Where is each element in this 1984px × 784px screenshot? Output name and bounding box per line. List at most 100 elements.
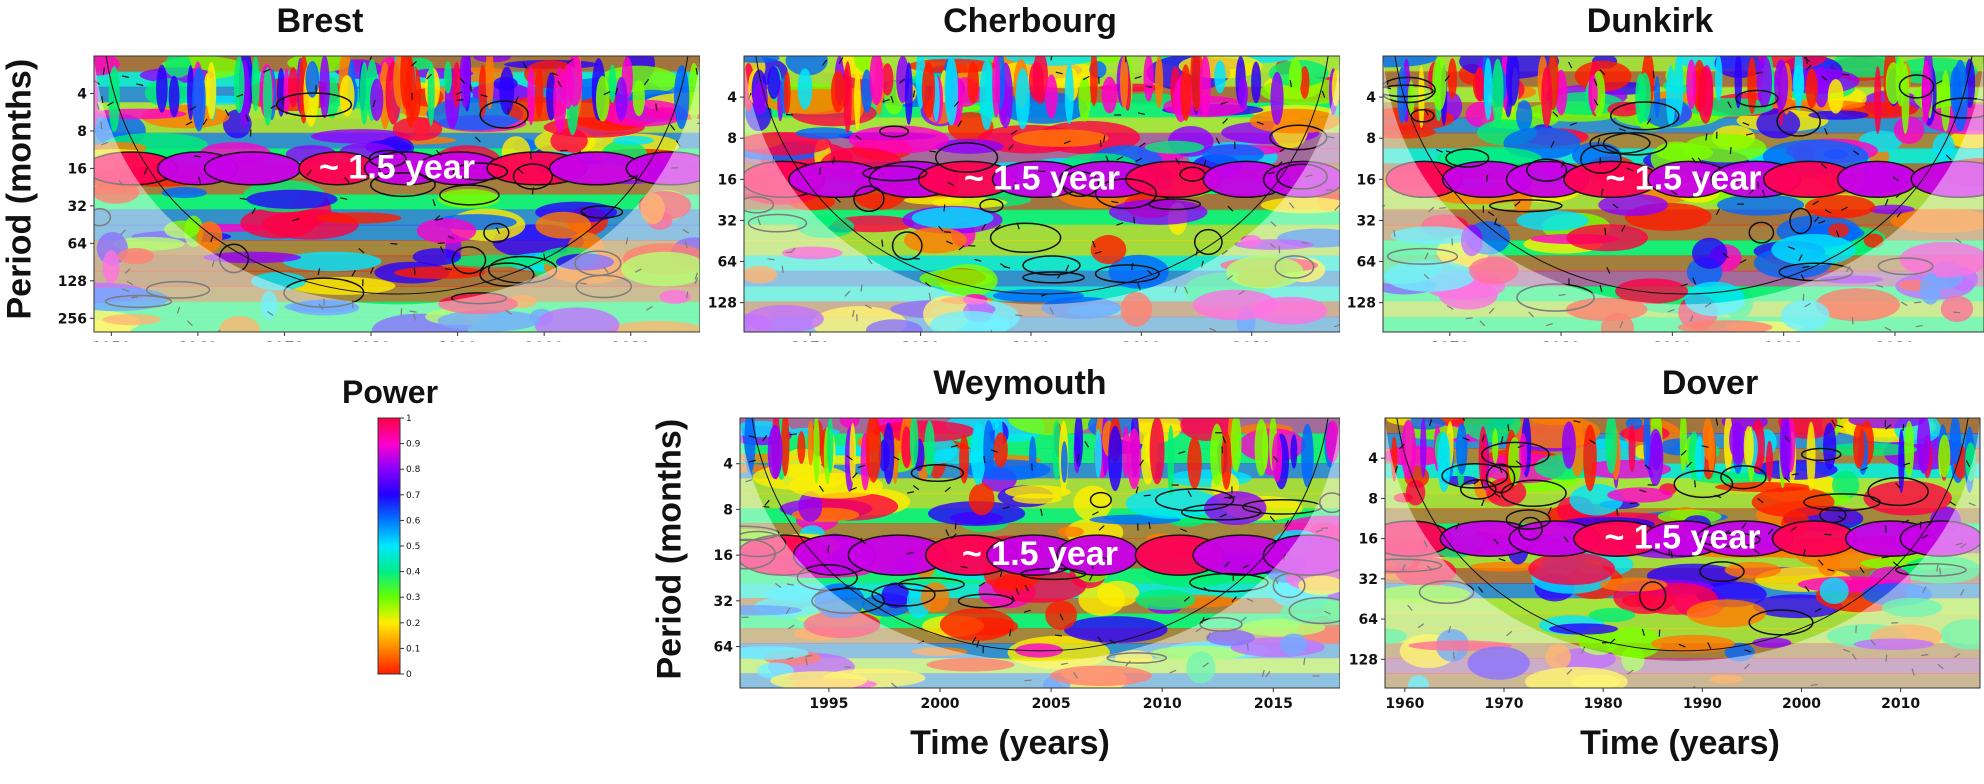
phase-arrow xyxy=(1487,211,1495,217)
heatmap-flame xyxy=(979,60,994,131)
phase-arrow xyxy=(1282,553,1287,561)
heatmap-flame xyxy=(1588,74,1598,112)
phase-arrow xyxy=(1059,613,1064,621)
phase-arrow xyxy=(1507,424,1510,432)
phase-arrow xyxy=(907,491,915,494)
phase-arrow xyxy=(1569,122,1577,126)
phase-arrow xyxy=(1852,150,1860,156)
heatmap-flame xyxy=(1904,420,1915,478)
phase-arrow xyxy=(1394,465,1399,473)
x-tick-label: 2005 xyxy=(1032,696,1071,712)
phase-arrow xyxy=(1231,596,1237,603)
phase-arrow xyxy=(1269,515,1276,522)
significance-contour xyxy=(451,246,487,275)
heatmap-flame xyxy=(1221,431,1232,490)
heatmap-blob xyxy=(1808,110,1869,120)
phase-arrow xyxy=(1629,502,1637,505)
heatmap-flame xyxy=(881,63,894,96)
phase-arrow xyxy=(805,654,813,658)
cone-of-influence-line xyxy=(1394,56,1973,295)
phase-arrow xyxy=(1448,626,1452,634)
heatmap-flame xyxy=(632,79,646,117)
phase-arrow xyxy=(121,75,129,79)
heatmap-flame xyxy=(909,418,919,467)
phase-arrow xyxy=(239,197,247,200)
phase-arrow xyxy=(1265,671,1271,678)
heatmap-blob xyxy=(1932,133,1955,161)
x-tick-label: 2000 xyxy=(1764,340,1803,342)
heatmap-blob xyxy=(1108,254,1169,289)
heatmap-flame xyxy=(156,64,168,113)
significance-contour xyxy=(1089,491,1112,509)
phase-arrow xyxy=(1876,284,1884,288)
heatmap-flame xyxy=(767,65,781,100)
phase-arrow xyxy=(1220,101,1228,105)
phase-arrow xyxy=(1953,311,1961,314)
significance-contour xyxy=(862,165,928,182)
phase-arrow xyxy=(1814,607,1822,613)
phase-arrow xyxy=(1902,423,1905,431)
x-tick-label: 2010 xyxy=(1881,696,1920,712)
heatmap-band xyxy=(744,255,1340,272)
phase-arrow xyxy=(1135,157,1143,162)
heatmap-flame xyxy=(1180,64,1192,121)
heatmap-flame xyxy=(843,61,852,134)
colorbar-tick-label: 0.2 xyxy=(406,619,420,629)
phase-arrow xyxy=(1493,538,1499,545)
phase-arrow xyxy=(574,151,582,156)
heatmap-flame xyxy=(1885,62,1902,105)
phase-arrow xyxy=(1384,86,1392,90)
y-tick-label: 128 xyxy=(58,274,87,290)
phase-arrow xyxy=(917,640,925,645)
heatmap-flame xyxy=(1734,56,1743,109)
phase-arrow xyxy=(694,272,698,280)
phase-arrow xyxy=(1715,418,1719,426)
significance-contour xyxy=(796,564,858,592)
phase-arrow xyxy=(646,305,653,311)
heatmap-flame xyxy=(1094,428,1102,478)
heatmap-blob xyxy=(1385,628,1407,645)
heatmap-blob xyxy=(1383,260,1476,292)
phase-arrow xyxy=(224,109,230,117)
phase-arrow xyxy=(1076,454,1080,462)
phase-arrow xyxy=(1423,540,1428,548)
significance-contour xyxy=(1189,572,1269,593)
heatmap-blob xyxy=(1408,675,1429,688)
phase-arrow xyxy=(351,269,356,277)
phase-arrow xyxy=(747,92,752,100)
heatmap-flame xyxy=(1707,426,1716,474)
heatmap-blob xyxy=(1049,665,1152,687)
phase-arrow xyxy=(757,218,761,226)
heatmap-blob xyxy=(1607,101,1641,117)
heatmap-flame xyxy=(1028,61,1044,101)
significance-contour xyxy=(1410,109,1435,123)
phase-arrow xyxy=(818,167,822,175)
phase-arrow xyxy=(198,176,202,184)
phase-arrow xyxy=(971,636,977,644)
significant-band-blob xyxy=(1262,160,1340,199)
phase-arrow xyxy=(1841,206,1848,211)
phase-arrow xyxy=(1851,653,1857,661)
x-tick-label: 2010 xyxy=(1875,340,1914,342)
phase-arrow xyxy=(1455,522,1460,530)
phase-arrow xyxy=(748,435,756,439)
heatmap-flame xyxy=(1743,426,1754,468)
heatmap-field xyxy=(1385,418,1980,688)
phase-arrow xyxy=(1452,651,1455,660)
phase-arrow xyxy=(805,658,808,666)
y-tick-label: 8 xyxy=(1366,131,1376,147)
heatmap-flame xyxy=(283,68,290,116)
significance-contour xyxy=(483,222,510,243)
heatmap-band xyxy=(1383,270,1984,287)
heatmap-flame xyxy=(1407,80,1415,119)
phase-arrow xyxy=(1851,317,1854,325)
wavelet-panel-cherbourg: 4 8 16 32 64 128 1970 1980 1990 2000 2010 ~ 1.5 yea… xyxy=(708,55,1340,342)
significance-contour xyxy=(1800,447,1842,462)
period-annotation: ~ 1.5 year xyxy=(1606,159,1762,197)
phase-arrow xyxy=(1823,127,1828,135)
heatmap-flame xyxy=(1270,71,1284,125)
phase-arrow xyxy=(1383,93,1385,97)
heatmap-flame xyxy=(959,434,970,484)
heatmap-blob xyxy=(803,610,881,639)
heatmap-blob xyxy=(1607,487,1673,503)
